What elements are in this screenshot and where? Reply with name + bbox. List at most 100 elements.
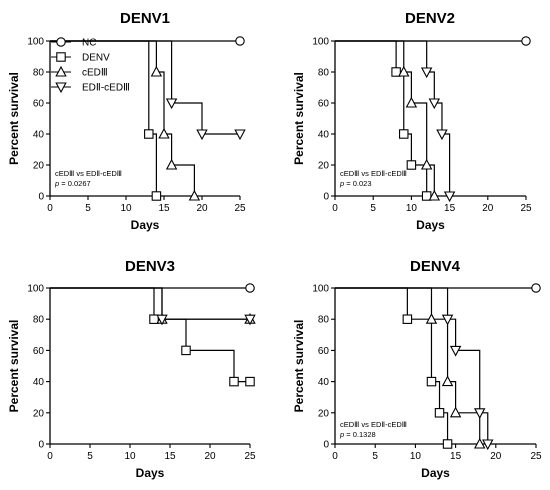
series-denv [335,287,453,449]
data-point [235,36,245,46]
p-symbol: p [339,179,344,188]
data-point [406,160,417,170]
y-tick-label: 60 [33,346,45,357]
chart-panel-4: DENV4 0 5 10 15 20 25 0 20 40 60 80 100 Days Percent s… [292,258,542,480]
legend-marker [56,37,66,47]
y-tick-label: 60 [33,99,45,110]
y-axis-label: Percent survival [292,320,306,413]
data-point [405,96,418,108]
legend: NC DENV cEDⅢ EDⅡ-cEDⅢ [51,37,130,94]
y-tick-label: 100 [27,284,44,295]
y-tick-label: 40 [318,130,330,141]
y-tick-label: 40 [318,377,330,388]
data-point [428,189,441,201]
data-point [521,36,531,46]
y-tick-label: 100 [312,284,329,295]
series-edii-cediii [50,40,246,141]
data-point [150,65,163,77]
legend-label: cEDⅢ [82,68,108,79]
y-tick-label: 100 [27,37,44,48]
stat-annotation: cEDⅢ vs EDⅡ-cEDⅢ [340,420,407,429]
data-point [229,376,239,387]
data-point [474,437,486,449]
data-point [441,314,454,326]
data-point [245,283,255,293]
y-tick-label: 60 [318,346,330,357]
survival-line [50,40,240,135]
y-axis-label: Percent survival [7,320,21,413]
data-point [188,189,201,201]
x-tick-label: 20 [482,203,494,214]
data-point [234,129,246,141]
legend-label: DENV [82,53,110,64]
data-point [420,67,433,79]
x-tick-label: 10 [410,451,422,462]
data-point [151,191,162,201]
x-tick-label: 20 [196,203,208,214]
chart-panel-3: DENV3 0 5 10 15 20 25 0 20 40 60 80 100 Days Percent s… [7,258,256,480]
data-point [420,158,433,170]
x-tick-label: 20 [490,451,502,462]
p-value: = 0.023 [344,179,371,188]
y-tick-label: 80 [318,315,330,326]
p-value-annotation: p = 0.1328 [339,430,376,439]
data-point [428,98,441,110]
series-cediii [335,40,441,201]
y-tick-label: 0 [323,192,329,203]
series-cediii [335,287,486,449]
x-tick-label: 5 [85,203,91,214]
data-point [449,406,462,418]
x-axis-label: Days [416,218,445,232]
stat-annotation: cEDⅢ vs EDⅡ-cEDⅢ [55,169,122,178]
x-tick-label: 10 [120,203,132,214]
series-denv [50,287,255,387]
y-tick-label: 0 [323,440,329,451]
x-axis-label: Days [136,466,165,480]
legend-marker [55,65,67,77]
p-value-annotation: p = 0.023 [339,179,372,188]
chart-panel-1: DENV1 0 5 10 15 20 25 0 20 40 60 80 100 Days Percent s… [7,10,246,232]
x-tick-label: 25 [234,203,246,214]
data-point [165,158,178,170]
series-edii-cediii [50,287,256,326]
data-point [402,314,413,324]
y-tick-label: 20 [33,161,45,172]
data-point [399,129,409,139]
p-symbol: p [54,179,59,188]
chart-title: DENV1 [120,10,170,27]
x-tick-label: 15 [444,203,456,214]
data-point [426,376,437,387]
x-tick-label: 25 [520,203,532,214]
data-point [158,127,170,139]
y-tick-label: 20 [318,408,330,419]
y-tick-label: 40 [33,377,45,388]
x-tick-label: 0 [47,203,53,214]
chart-title: DENV2 [405,10,455,27]
p-value: = 0.0267 [59,179,91,188]
data-point [474,408,486,419]
y-axis-label: Percent survival [292,72,306,165]
x-tick-label: 0 [332,203,338,214]
p-symbol: p [339,430,344,439]
data-point [156,314,168,326]
chart-panel-2: DENV2 0 5 10 15 20 25 0 20 40 60 80 100 Days Percent s… [292,10,532,232]
legend-label: EDⅡ-cEDⅢ [82,83,130,94]
data-point [165,98,178,110]
data-point [149,314,159,324]
p-value: = 0.1328 [344,430,376,439]
x-axis-label: Days [131,218,160,232]
y-tick-label: 20 [33,408,45,419]
data-point [436,129,448,141]
x-tick-label: 5 [372,451,378,462]
data-point [442,439,453,449]
legend-label: NC [82,38,96,49]
x-tick-label: 0 [332,451,338,462]
x-tick-label: 25 [244,451,256,462]
y-tick-label: 80 [33,315,45,326]
y-tick-label: 20 [318,161,330,172]
data-point [482,439,494,451]
legend-marker [56,52,66,62]
x-tick-label: 15 [450,451,462,462]
x-tick-label: 0 [47,451,53,462]
